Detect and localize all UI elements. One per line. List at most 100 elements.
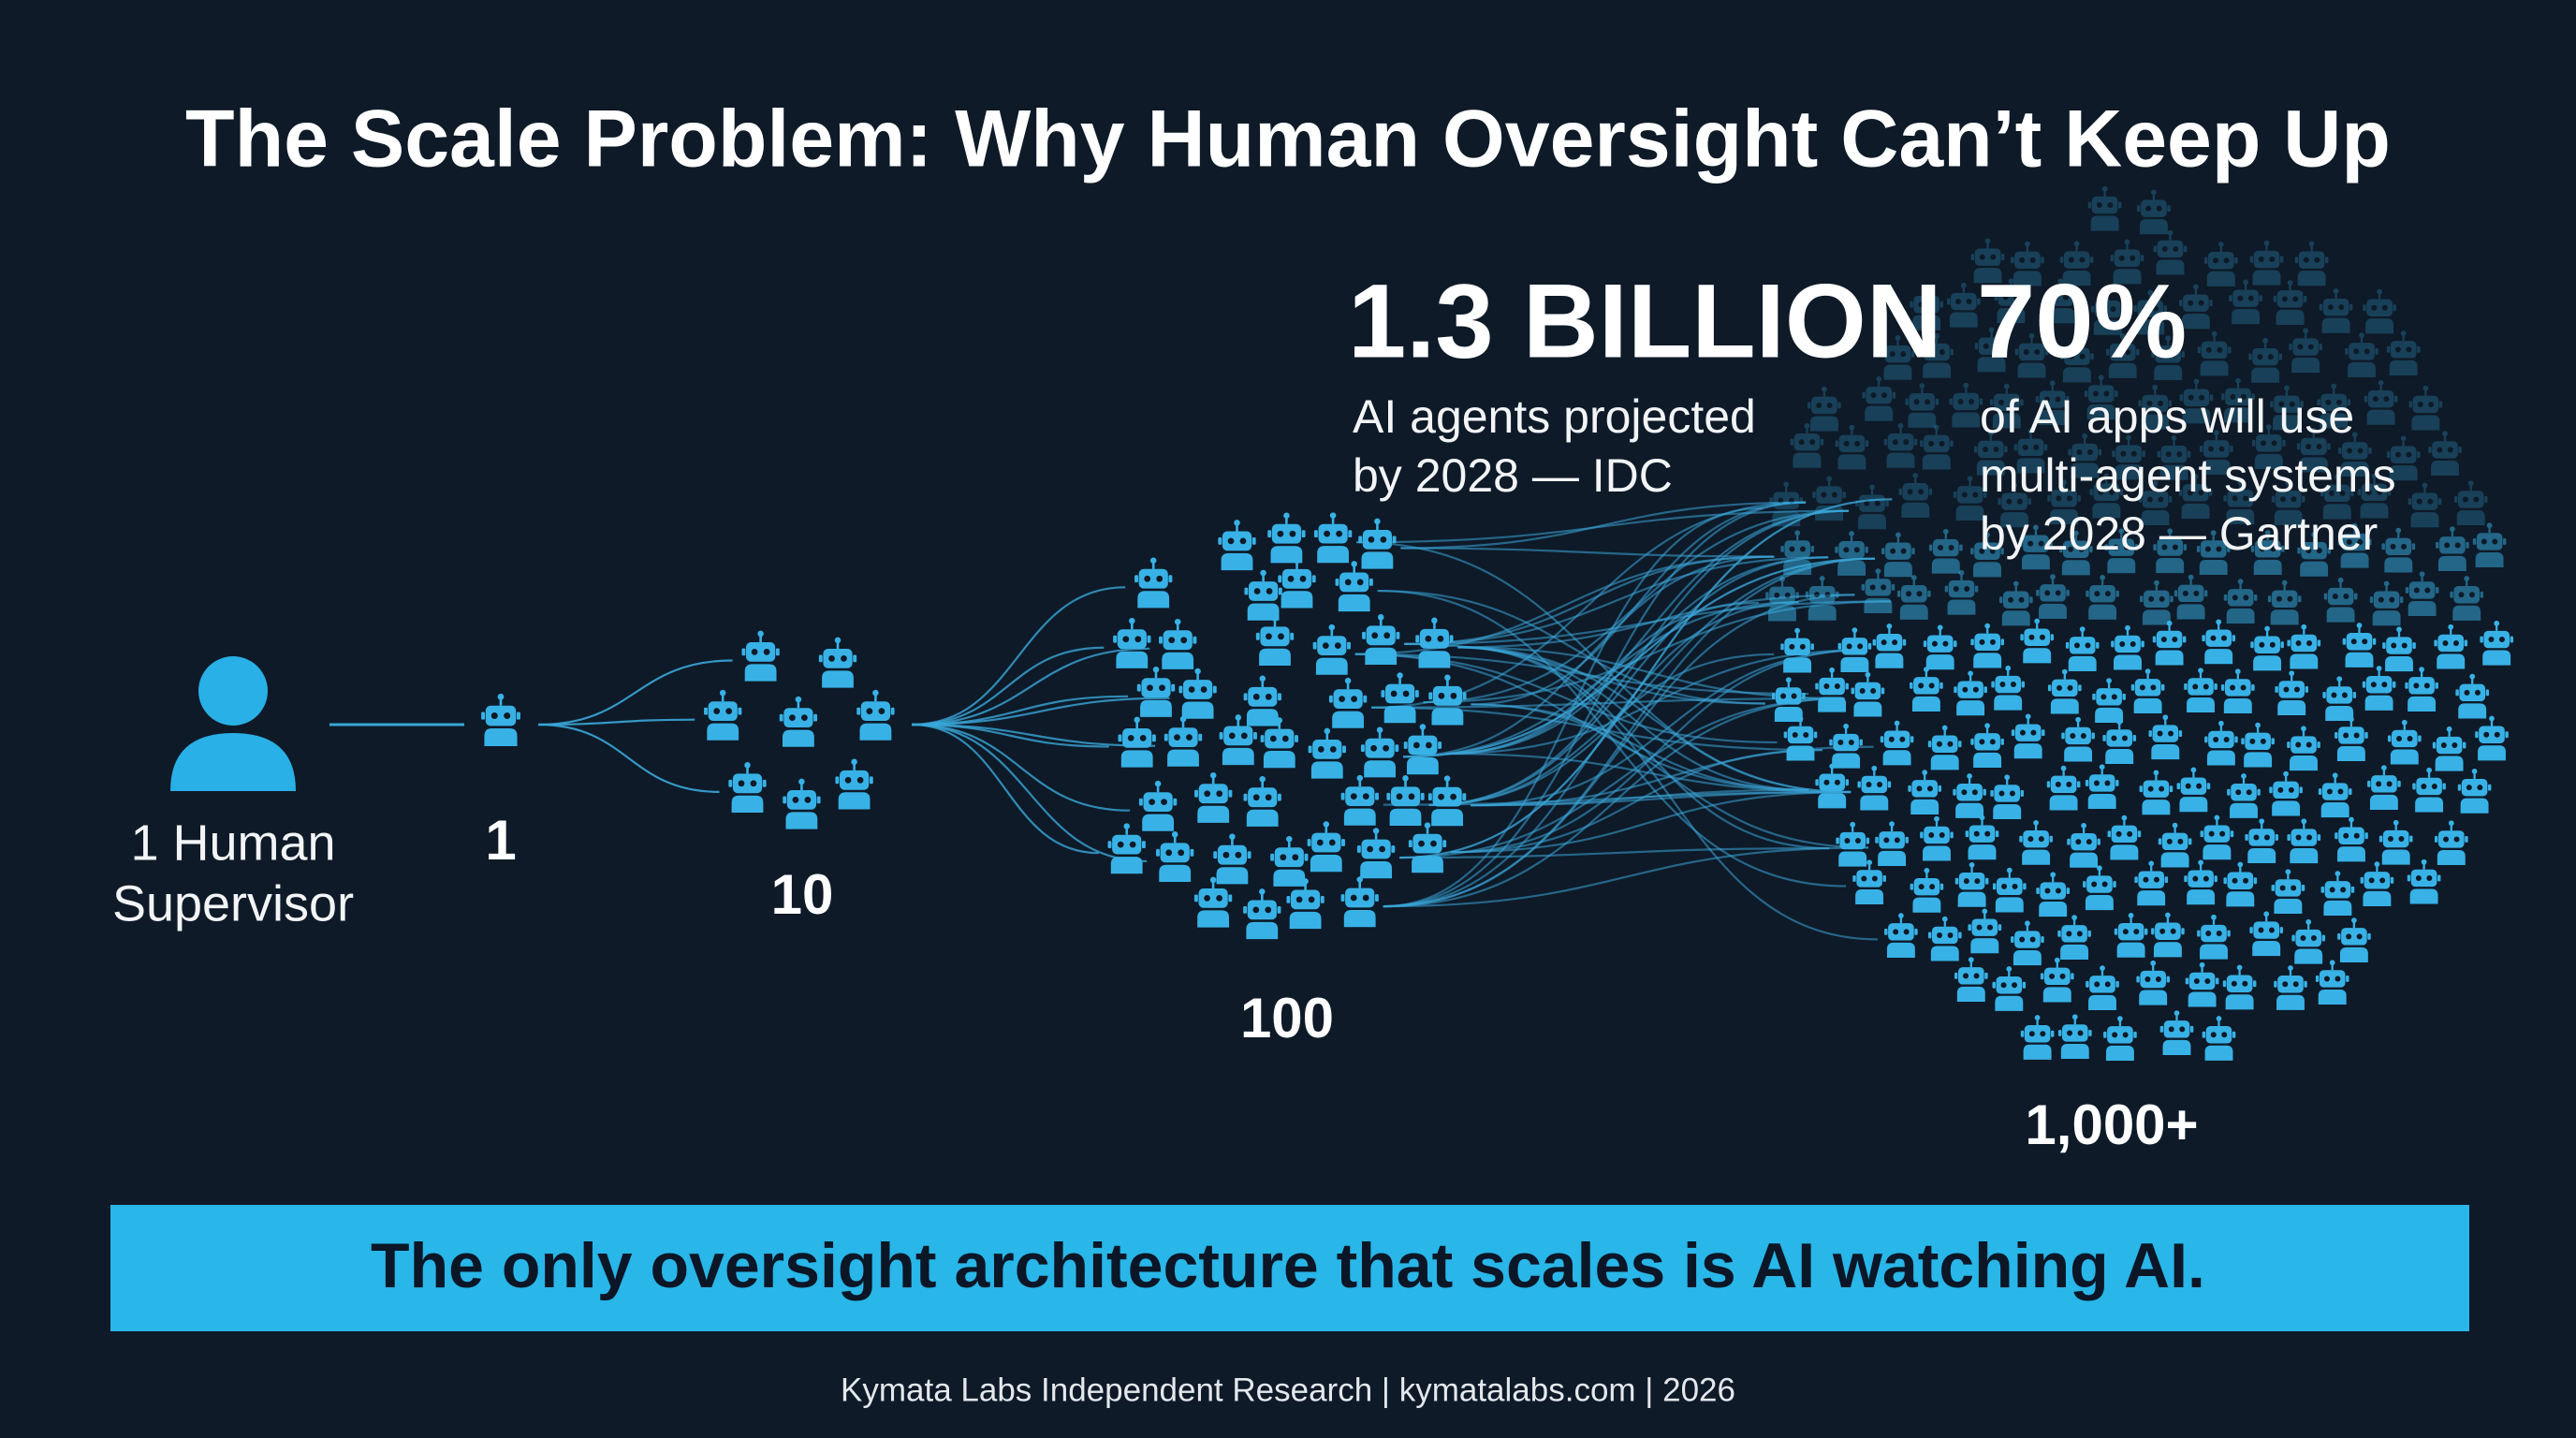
agent-head [823,649,853,668]
connection [911,647,1150,726]
agent-eye [2243,877,2249,884]
agent-body [2160,852,2189,868]
agent-icon [1118,716,1156,768]
antenna-tip [1328,624,1336,631]
agent-icon [2060,337,2094,383]
agent-head [1362,530,1392,550]
agent-eye [1903,929,1910,935]
agent-body [2155,650,2184,666]
agent-body [2363,890,2392,906]
agent-ear [2320,490,2324,497]
agent-ear [2337,932,2341,940]
agent-body [2050,508,2079,524]
agent-ear [1959,544,1963,551]
agent-eye [1947,741,1954,747]
stat-headline: 1.3 BILLION [1348,263,1942,380]
agent-body [2060,944,2089,960]
agent-head [2254,636,2280,653]
agent-eye [2303,257,2309,263]
agent-ear [2375,347,2378,355]
agent-head [1291,889,1321,910]
agent-head [1913,296,1939,314]
agent-eye [1928,301,1935,308]
agent-eye [2198,300,2204,306]
agent-ear [2453,496,2458,503]
agent-head [2457,491,2484,508]
agent-ear [890,707,895,715]
agent-ear [2152,636,2157,643]
agent-head [1385,683,1415,704]
agent-ear [2327,443,2331,450]
agent-ear [2050,634,2055,641]
antenna-tip [2349,716,2354,723]
agent-icon [2273,280,2307,325]
antenna-tip [2100,575,2105,580]
agent-eye [1972,686,1979,693]
agent-eye [2413,682,2420,689]
agent-head [1948,580,1975,598]
agent-eye [1813,592,1820,598]
agent-head [1345,888,1375,908]
antenna-tip [1154,780,1162,787]
agent-head [2291,829,2318,846]
agent-body [2113,269,2142,285]
agent-ear [1218,537,1222,545]
agent-ear [1368,579,1373,586]
agent-eye [2176,451,2183,458]
agent-ear [1885,500,1889,507]
agent-ear [2168,400,2173,407]
agent-body [1332,711,1364,728]
agent-ear [1301,530,1306,538]
agent-ear [2169,785,2174,793]
agent-ear [1908,785,1911,792]
antenna-tip [2150,960,2157,966]
agent-eye [2217,346,2223,353]
agent-head [2089,584,2115,603]
agent-ear [2278,353,2282,360]
agent-eye [2119,640,2126,647]
agent-eye [2365,489,2372,495]
agent-icon [1113,617,1151,668]
antenna-tip [2310,427,2317,433]
agent-body [1246,921,1279,940]
agent-icon [2220,668,2255,714]
agent-eye [2394,451,2401,458]
antenna-tip [2264,530,2271,536]
agent-icon [2297,532,2331,577]
antenna-tip [2217,242,2224,247]
agent-body [2345,652,2374,668]
agent-head [2408,581,2436,599]
agent-body [1818,793,1847,809]
agent-ear [1977,298,1981,305]
agent-ear [2130,683,2135,691]
antenna-tip [2467,480,2474,487]
agent-eye [1322,642,1329,649]
agent-head [1808,585,1836,604]
antenna-tip [2198,668,2203,674]
agent-eye [2208,446,2215,452]
agent-ear [2294,257,2299,264]
agent-ear [1414,690,1419,697]
agent-head [2274,395,2300,413]
agent-ear [1836,837,1839,844]
agent-eye [2013,294,2020,301]
antenna-tip [1886,624,1893,629]
agent-head [2040,584,2066,602]
agent-eye [1368,536,1375,543]
agent-body [2064,746,2093,762]
agent-ear [1910,682,1913,689]
agent-ear [1875,836,1879,844]
agent-ear [2049,835,2053,843]
agent-head [2453,586,2480,604]
banner-box [110,1205,2469,1331]
agent-head [2177,584,2204,603]
agent-eye [2148,595,2155,602]
agent-head [485,705,517,726]
agent-eye [1159,684,1165,692]
agent-ear [1965,830,1969,838]
agent-icon [2317,383,2351,429]
antenna-tip [2008,278,2014,285]
antenna-tip [1329,512,1337,519]
agent-eye [2293,686,2300,693]
agent-eye [2383,396,2390,403]
